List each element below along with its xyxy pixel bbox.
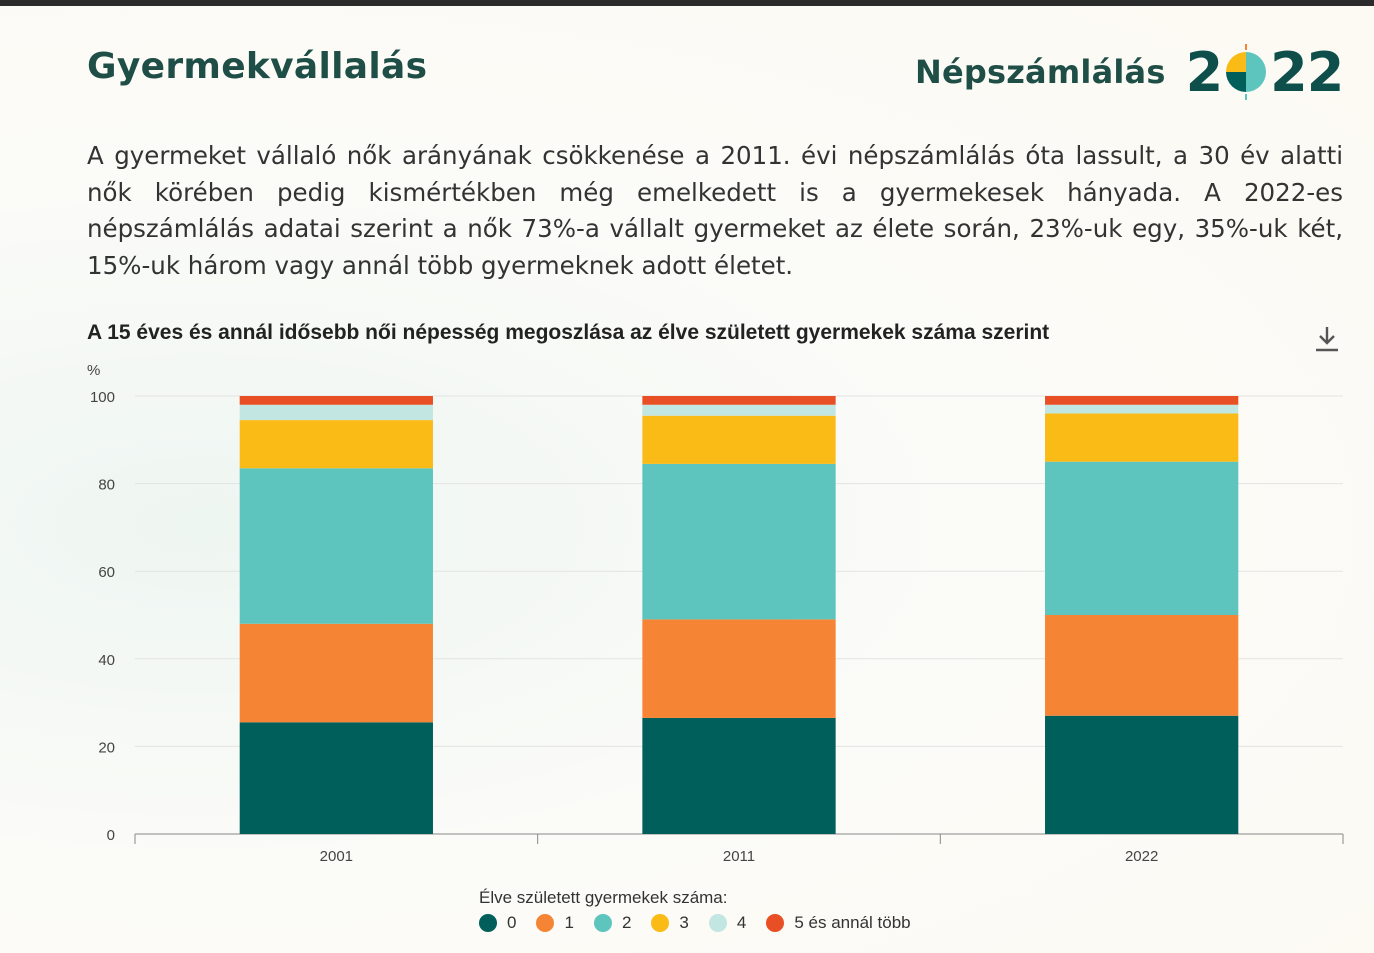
legend-swatch (651, 914, 670, 932)
bar-segment (642, 404, 836, 416)
y-tick-label: 40 (98, 652, 115, 669)
bar-segment (642, 717, 836, 834)
legend-item[interactable]: 5 és annál több (766, 913, 911, 933)
page-title: Gyermekvállalás (87, 46, 428, 87)
top-bar (0, 0, 1374, 6)
legend-label: 5 és annál több (794, 913, 911, 932)
bar-segment (1045, 396, 1239, 405)
bar-segment (239, 468, 433, 624)
x-tick-label: 2011 (723, 848, 755, 865)
y-tick-label: 20 (98, 739, 115, 756)
legend-swatch (593, 914, 612, 932)
legend: 0 1 2 3 4 5 és annál több (479, 913, 931, 933)
x-tick-label: 2022 (1125, 848, 1158, 865)
bar-segment (642, 619, 836, 718)
legend-swatch (479, 914, 497, 932)
y-tick-label: 100 (90, 389, 115, 406)
legend-label: 0 (507, 913, 517, 932)
bar-segment (239, 623, 433, 723)
download-icon (1316, 327, 1338, 352)
brand-year-left: 2 (1185, 40, 1224, 104)
brand-word: Népszámlálás (915, 53, 1166, 91)
legend-item[interactable]: 2 (593, 913, 632, 933)
legend-swatch (766, 914, 785, 932)
bar-segment (239, 404, 433, 421)
legend-label: 3 (679, 913, 689, 932)
bar-segment (239, 722, 433, 834)
legend-swatch (536, 914, 555, 932)
brand-logo[interactable]: Népszámlálás 2 22 (915, 40, 1345, 104)
brand-year-right: 22 (1270, 40, 1344, 104)
stacked-bar-chart: 0 20 40 60 80 100% 2001 2011 2022 (87, 362, 1344, 865)
pie-logo-icon (1226, 44, 1267, 100)
legend-swatch (708, 914, 727, 932)
bar-segment (239, 396, 433, 405)
legend-label: 4 (736, 913, 747, 932)
x-tick-label: 2001 (320, 848, 353, 865)
bar-segment (1045, 404, 1239, 414)
bar-segment (1045, 461, 1239, 615)
bar-segment (239, 420, 433, 469)
legend-item[interactable]: 4 (708, 913, 747, 933)
legend-item[interactable]: 3 (651, 913, 689, 933)
bar-segment (642, 396, 836, 405)
bar-segment (1045, 413, 1239, 462)
legend-item[interactable]: 0 (479, 913, 516, 933)
bar-segment (642, 463, 836, 620)
legend-label: 1 (564, 913, 574, 932)
y-tick-label: 80 (98, 477, 115, 494)
download-button[interactable] (1313, 324, 1341, 354)
chart-title: A 15 éves és annál idősebb női népesség … (87, 321, 1050, 344)
intro-paragraph: A gyermeket vállaló nők arányának csökke… (87, 141, 1343, 280)
legend-title: Élve született gyermekek száma: (479, 888, 728, 907)
legend-item[interactable]: 1 (536, 913, 574, 933)
y-axis-label: % (87, 362, 100, 379)
brand-year: 2 22 (1185, 40, 1345, 104)
bar-segment (1045, 715, 1239, 834)
bar-segment (1045, 615, 1239, 716)
y-tick-label: 0 (107, 827, 115, 844)
y-tick-label: 60 (98, 564, 115, 581)
bar-segment (642, 415, 836, 464)
legend-label: 2 (621, 913, 632, 932)
